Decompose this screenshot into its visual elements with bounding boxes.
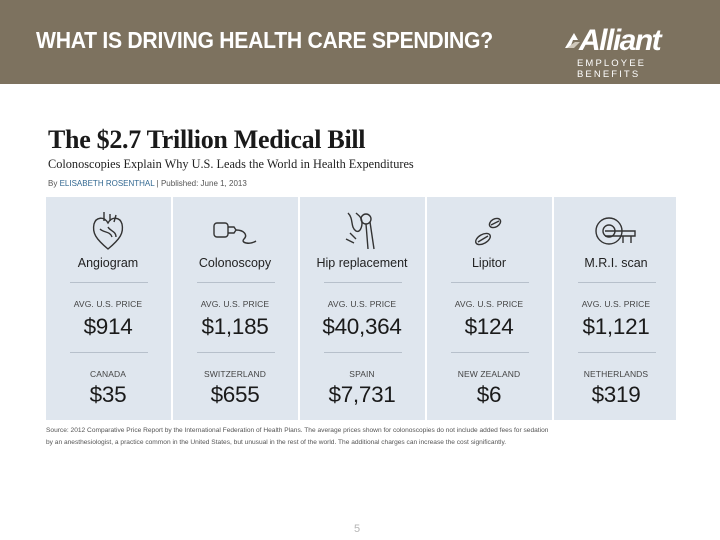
source-note: Source: 2012 Comparative Price Report by…	[46, 425, 686, 448]
procedure-card: M.R.I. scan AVG. U.S. PRICE $1,121 NETHE…	[554, 197, 678, 420]
author-link[interactable]: ELISABETH ROSENTHAL	[59, 179, 155, 188]
alliant-logo: Alliant EMPLOYEE BENEFITS	[563, 24, 693, 80]
divider	[197, 352, 275, 353]
hip-joint-icon	[345, 212, 375, 250]
us-price: $1,121	[582, 314, 650, 339]
procedure-card: Angiogram AVG. U.S. PRICE $914 CANADA $3…	[46, 197, 170, 420]
procedure-card: Colonoscopy AVG. U.S. PRICE $1,185 SWITZ…	[173, 197, 297, 420]
slide-title: WHAT IS DRIVING HEALTH CARE SPENDING?	[36, 27, 493, 53]
colonoscope-icon	[213, 222, 257, 244]
procedure-name: M.R.I. scan	[584, 256, 648, 270]
divider	[70, 352, 148, 353]
source-line: by an anesthesiologist, a practice commo…	[46, 438, 507, 446]
divider	[324, 352, 402, 353]
country-label: SPAIN	[349, 369, 375, 379]
us-price-label: AVG. U.S. PRICE	[327, 299, 397, 309]
country-label: NETHERLANDS	[583, 369, 649, 379]
us-price: $1,185	[201, 314, 269, 339]
divider	[70, 282, 148, 283]
divider	[578, 282, 656, 283]
article-byline: By ELISABETH ROSENTHAL | Published: June…	[48, 179, 247, 188]
column-divider	[552, 197, 554, 420]
procedure-name: Colonoscopy	[198, 256, 272, 270]
us-price-label: AVG. U.S. PRICE	[73, 299, 143, 309]
us-price-label: AVG. U.S. PRICE	[454, 299, 524, 309]
procedure-card: Hip replacement AVG. U.S. PRICE $40,364 …	[300, 197, 424, 420]
us-price: $40,364	[322, 314, 402, 339]
heart-icon	[92, 212, 124, 250]
column-divider	[298, 197, 300, 420]
slide-header: WHAT IS DRIVING HEALTH CARE SPENDING? Al…	[0, 0, 720, 84]
column-divider	[171, 197, 173, 420]
divider	[451, 282, 529, 283]
procedure-name: Lipitor	[471, 256, 507, 270]
byline-prefix: By	[48, 179, 58, 188]
country-price: $35	[89, 382, 127, 407]
source-line: Source: 2012 Comparative Price Report by…	[46, 427, 549, 434]
us-price: $914	[83, 314, 133, 339]
alliant-logo-mark-icon	[565, 33, 580, 48]
divider	[197, 282, 275, 283]
logo-tagline: EMPLOYEE BENEFITS	[577, 58, 647, 80]
pills-icon	[475, 217, 502, 246]
logo-wordmark: Alliant	[579, 24, 662, 57]
divider	[324, 282, 402, 283]
country-label: SWITZERLAND	[203, 369, 267, 379]
country-price: $6	[476, 382, 502, 407]
country-label: NEW ZEALAND	[457, 369, 521, 379]
country-price: $319	[591, 382, 641, 407]
procedure-card: Lipitor AVG. U.S. PRICE $124 NEW ZEALAND…	[427, 197, 551, 420]
procedure-name: Angiogram	[77, 256, 139, 270]
divider	[578, 352, 656, 353]
us-price-label: AVG. U.S. PRICE	[200, 299, 270, 309]
country-price: $7,731	[328, 382, 396, 407]
published-date: | Published: June 1, 2013	[156, 179, 247, 188]
article-title: The $2.7 Trillion Medical Bill	[48, 125, 366, 154]
procedure-name: Hip replacement	[316, 256, 408, 270]
divider	[451, 352, 529, 353]
country-price: $655	[210, 382, 260, 407]
us-price: $124	[464, 314, 514, 339]
mri-scanner-icon	[595, 217, 636, 245]
country-label: CANADA	[89, 369, 127, 379]
price-comparison-grid: Angiogram AVG. U.S. PRICE $914 CANADA $3…	[46, 197, 676, 420]
page-number: 5	[354, 523, 361, 535]
us-price-label: AVG. U.S. PRICE	[581, 299, 651, 309]
article-subtitle: Colonoscopies Explain Why U.S. Leads the…	[48, 157, 414, 171]
column-divider	[425, 197, 427, 420]
